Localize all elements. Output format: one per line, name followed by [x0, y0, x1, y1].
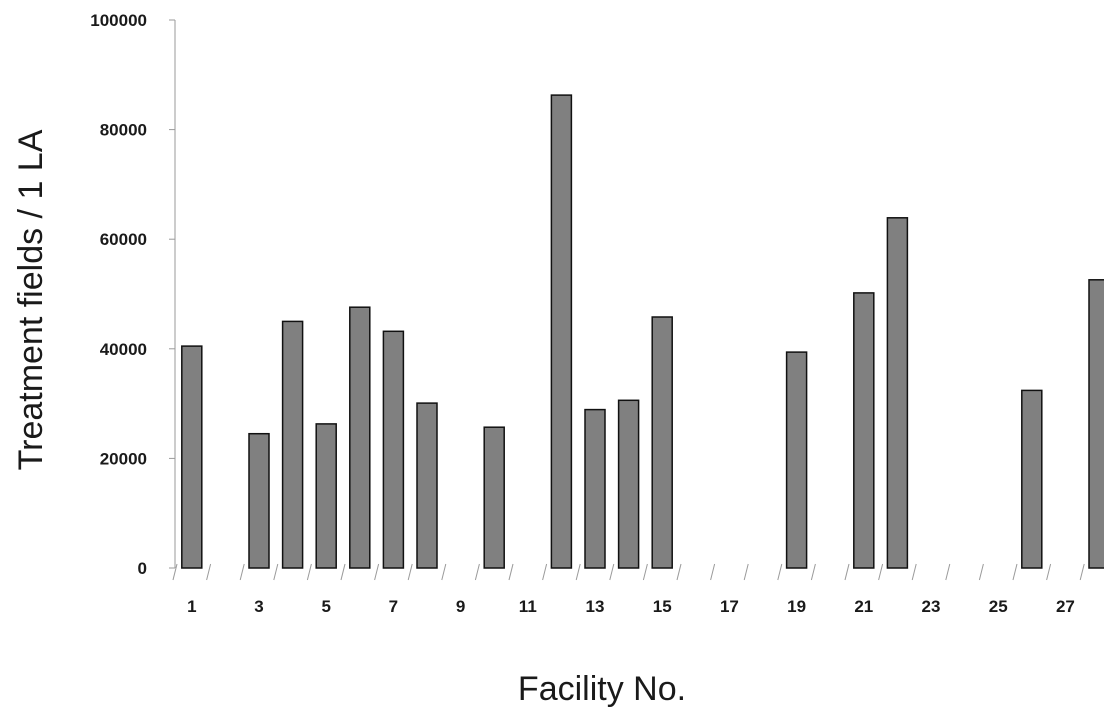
- bar-facility-12: [550, 94, 573, 569]
- bar-facility-8: [416, 402, 438, 569]
- y-axis-title: Treatment fields / 1 LA: [12, 129, 50, 470]
- x-tick: [306, 563, 312, 581]
- bar-facility-1: [181, 345, 203, 569]
- bar-facility-19: [785, 351, 808, 569]
- x-tick: [575, 563, 581, 581]
- x-tick: [642, 563, 648, 581]
- x-tick: [878, 563, 884, 581]
- x-tick: [1079, 563, 1085, 581]
- x-tick: [676, 563, 682, 581]
- y-tick-label: 60000: [100, 230, 147, 249]
- x-tick-label: 25: [989, 597, 1008, 616]
- x-tick-label: 11: [519, 597, 537, 616]
- x-tick-label: 7: [389, 597, 398, 616]
- x-tick: [911, 563, 917, 581]
- x-tick-label: 1: [187, 597, 196, 616]
- x-tick: [407, 563, 413, 581]
- y-tick-label: 40000: [100, 340, 147, 359]
- x-tick-label: 9: [456, 597, 465, 616]
- x-tick: [239, 563, 245, 581]
- y-tick-label: 20000: [100, 449, 147, 468]
- bar-facility-22: [886, 217, 909, 569]
- x-tick-label: 19: [787, 597, 806, 616]
- bar-facility-6: [349, 306, 371, 569]
- x-tick: [542, 563, 548, 581]
- bar-facility-14: [617, 399, 640, 569]
- bar-facility-28: [1088, 279, 1104, 569]
- bars: [181, 94, 1104, 569]
- x-tick: [508, 563, 514, 581]
- bar-facility-3: [248, 432, 270, 569]
- x-tick: [474, 563, 480, 581]
- bar-facility-21: [853, 292, 875, 569]
- y-axis: 0 20000 40000 60000 80000 100000: [90, 11, 176, 578]
- bar-facility-13: [584, 408, 606, 569]
- x-tick: [1046, 563, 1052, 581]
- x-tick: [810, 563, 816, 581]
- x-tick-label: 3: [254, 597, 263, 616]
- x-tick: [206, 563, 212, 581]
- x-tick-label: 15: [653, 597, 672, 616]
- x-tick: [441, 563, 447, 581]
- x-tick: [172, 563, 178, 581]
- x-tick: [273, 563, 279, 581]
- x-axis: 1 3 5 7 9 11 13 15 17 19 21 23 25 27: [172, 563, 1085, 616]
- x-tick: [743, 563, 749, 581]
- x-tick: [945, 563, 951, 581]
- y-tick-label: 100000: [90, 11, 147, 30]
- x-tick-label: 23: [922, 597, 941, 616]
- x-tick: [844, 563, 850, 581]
- y-tick-label: 80000: [100, 121, 147, 140]
- x-tick-label: 21: [854, 597, 873, 616]
- x-tick: [978, 563, 984, 581]
- x-tick-label: 13: [586, 597, 605, 616]
- x-tick-label: 27: [1056, 597, 1075, 616]
- bar-facility-7: [382, 330, 405, 569]
- x-axis-title: Facility No.: [518, 670, 686, 708]
- x-tick-label: 5: [321, 597, 330, 616]
- x-tick: [710, 563, 716, 581]
- x-tick: [374, 563, 380, 581]
- x-tick: [609, 563, 615, 581]
- x-tick: [1012, 563, 1018, 581]
- y-tick-label: 0: [138, 559, 147, 578]
- x-tick: [777, 563, 783, 581]
- x-tick-label: 17: [720, 597, 739, 616]
- bar-facility-5: [315, 423, 337, 569]
- x-tick: [340, 563, 346, 581]
- bar-facility-4: [281, 320, 304, 569]
- bar-facility-15: [651, 316, 673, 569]
- bar-facility-26: [1021, 389, 1043, 569]
- bar-facility-10: [483, 426, 505, 569]
